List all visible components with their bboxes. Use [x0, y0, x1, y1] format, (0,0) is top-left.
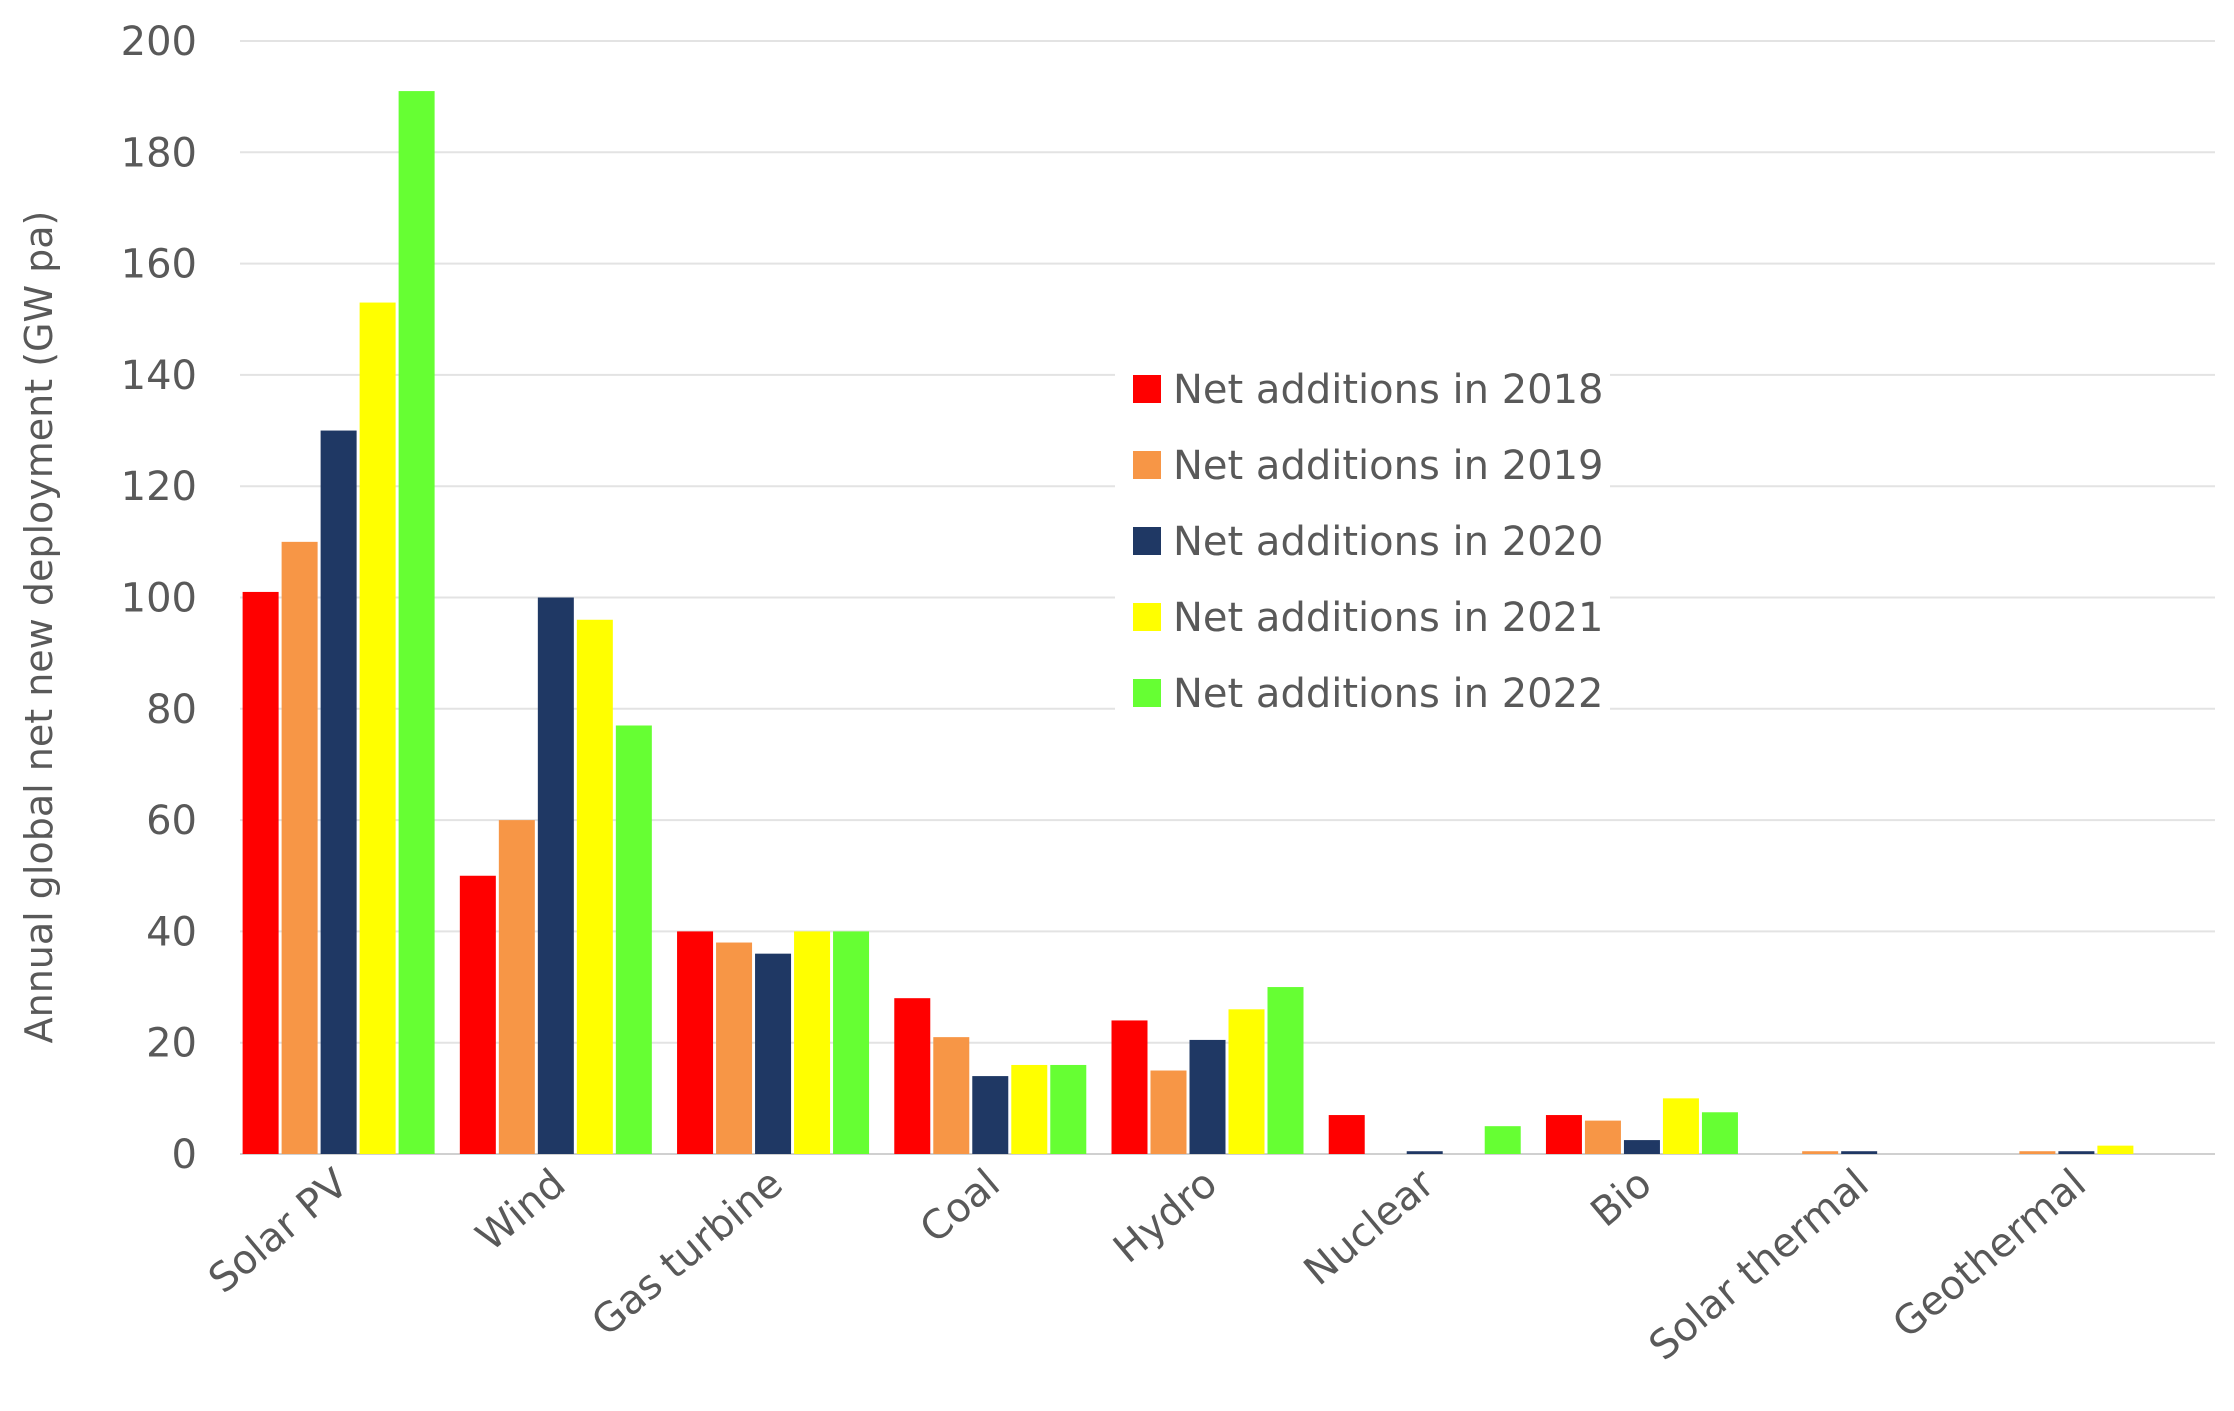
- x-tick-label: Gas turbine: [583, 1160, 791, 1345]
- bar-nuclear-0: [1328, 1115, 1365, 1154]
- x-tick-label: Geothermal: [1884, 1160, 2094, 1347]
- bar-bio-4: [1701, 1112, 1738, 1154]
- bars: [242, 91, 2134, 1155]
- bar-solar-pv-3: [359, 302, 396, 1154]
- legend-entry: Net additions in 2020: [1173, 519, 1604, 565]
- bar-hydro-3: [1228, 1009, 1265, 1154]
- bar-solar-pv-1: [281, 541, 318, 1154]
- bar-coal-3: [1011, 1064, 1048, 1154]
- bar-gas-turbine-1: [716, 942, 753, 1154]
- y-axis-ticks: 0 20 40 60 80 100 120 140 160 180 200: [121, 19, 197, 1178]
- bar-wind-3: [576, 619, 613, 1154]
- legend-entry: Net additions in 2019: [1173, 443, 1604, 489]
- legend-background: [1115, 355, 1610, 725]
- bar-bio-1: [1584, 1120, 1621, 1154]
- bar-geothermal-3: [2097, 1145, 2134, 1154]
- bar-gas-turbine-3: [794, 931, 831, 1154]
- bar-nuclear-2: [1406, 1151, 1443, 1154]
- bar-wind-1: [498, 820, 535, 1154]
- legend: Net additions in 2018 Net additions in 20…: [1115, 355, 1610, 725]
- bar-bio-2: [1623, 1140, 1660, 1154]
- bar-bio-3: [1662, 1098, 1699, 1154]
- y-tick-label: 200: [121, 19, 197, 65]
- bar-hydro-2: [1189, 1039, 1226, 1154]
- x-tick-label: Hydro: [1105, 1160, 1226, 1272]
- bar-gas-turbine-0: [677, 931, 714, 1154]
- bar-solar-pv-0: [242, 591, 279, 1154]
- bar-coal-0: [894, 998, 931, 1154]
- x-tick-label: Coal: [912, 1160, 1009, 1252]
- x-tick-label: Bio: [1583, 1160, 1661, 1236]
- x-tick-label: Wind: [468, 1160, 575, 1260]
- y-tick-label: 120: [121, 464, 197, 510]
- legend-swatch: [1133, 603, 1161, 631]
- y-tick-label: 180: [121, 130, 197, 176]
- bar-nuclear-4: [1484, 1126, 1521, 1154]
- bar-gas-turbine-4: [833, 931, 870, 1154]
- legend-swatch: [1133, 451, 1161, 479]
- bar-coal-4: [1050, 1064, 1087, 1154]
- bar-hydro-4: [1267, 987, 1304, 1154]
- bar-wind-4: [615, 725, 652, 1154]
- y-tick-label: 80: [146, 687, 197, 733]
- y-tick-label: 40: [146, 909, 197, 955]
- bar-geothermal-2: [2058, 1151, 2095, 1154]
- bar-solar-pv-4: [398, 91, 435, 1155]
- y-tick-label: 100: [121, 576, 197, 622]
- bar-geothermal-1: [2019, 1151, 2056, 1154]
- x-tick-label: Solar PV: [200, 1160, 357, 1302]
- y-tick-label: 160: [121, 242, 197, 288]
- bar-solar-thermal-1: [1802, 1151, 1839, 1154]
- legend-entry: Net additions in 2022: [1173, 671, 1604, 717]
- y-tick-label: 60: [146, 798, 197, 844]
- y-tick-label: 20: [146, 1021, 197, 1067]
- bar-gas-turbine-2: [755, 953, 792, 1154]
- bar-wind-0: [459, 875, 496, 1154]
- legend-swatch: [1133, 375, 1161, 403]
- bar-solar-pv-2: [320, 430, 357, 1154]
- bar-solar-thermal-2: [1841, 1151, 1878, 1154]
- bar-wind-2: [537, 597, 574, 1154]
- y-axis-label: Annual global net new deployment (GW pa): [17, 211, 61, 1044]
- legend-entry: Net additions in 2021: [1173, 595, 1604, 641]
- legend-swatch: [1133, 679, 1161, 707]
- x-axis-ticks: Solar PV Wind Gas turbine Coal Hydro Nuclear B…: [200, 1160, 2095, 1370]
- x-tick-label: Nuclear: [1296, 1160, 1444, 1295]
- bar-hydro-0: [1111, 1020, 1148, 1154]
- y-tick-label: 140: [121, 353, 197, 399]
- bar-coal-2: [972, 1076, 1009, 1154]
- y-tick-label: 0: [172, 1132, 197, 1178]
- x-tick-label: Solar thermal: [1641, 1160, 1878, 1369]
- bar-coal-1: [933, 1037, 970, 1154]
- bar-hydro-1: [1150, 1070, 1187, 1154]
- bar-bio-0: [1545, 1115, 1582, 1154]
- legend-swatch: [1133, 527, 1161, 555]
- legend-entry: Net additions in 2018: [1173, 367, 1604, 413]
